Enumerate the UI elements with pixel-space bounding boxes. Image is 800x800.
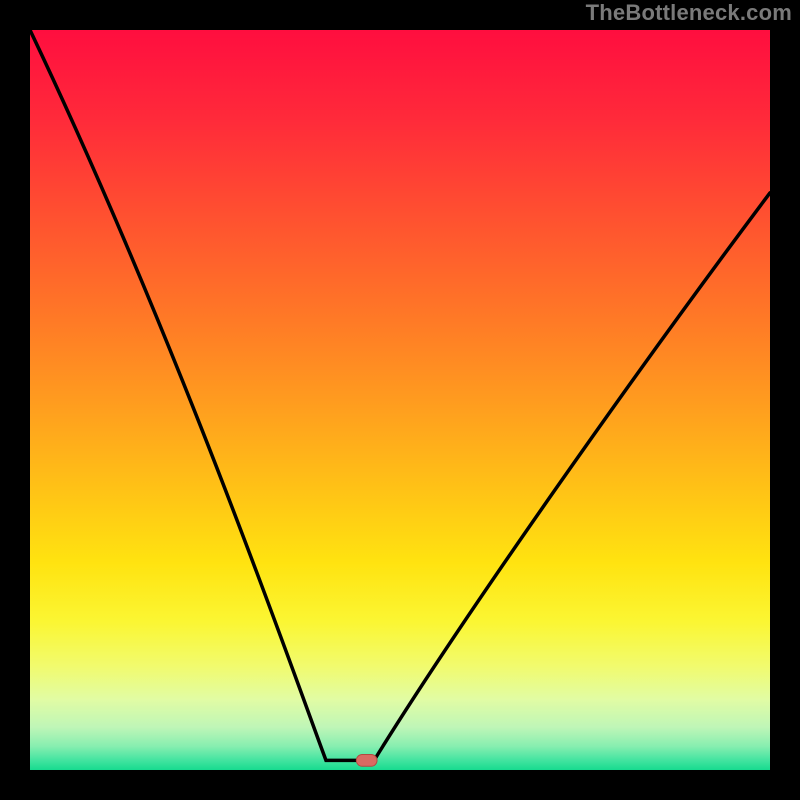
watermark-text: TheBottleneck.com bbox=[586, 0, 792, 26]
chart-container: TheBottleneck.com bbox=[0, 0, 800, 800]
optimal-marker bbox=[356, 754, 377, 766]
plot-area bbox=[30, 30, 770, 770]
gradient-background bbox=[30, 30, 770, 770]
bottleneck-chart bbox=[0, 0, 800, 800]
